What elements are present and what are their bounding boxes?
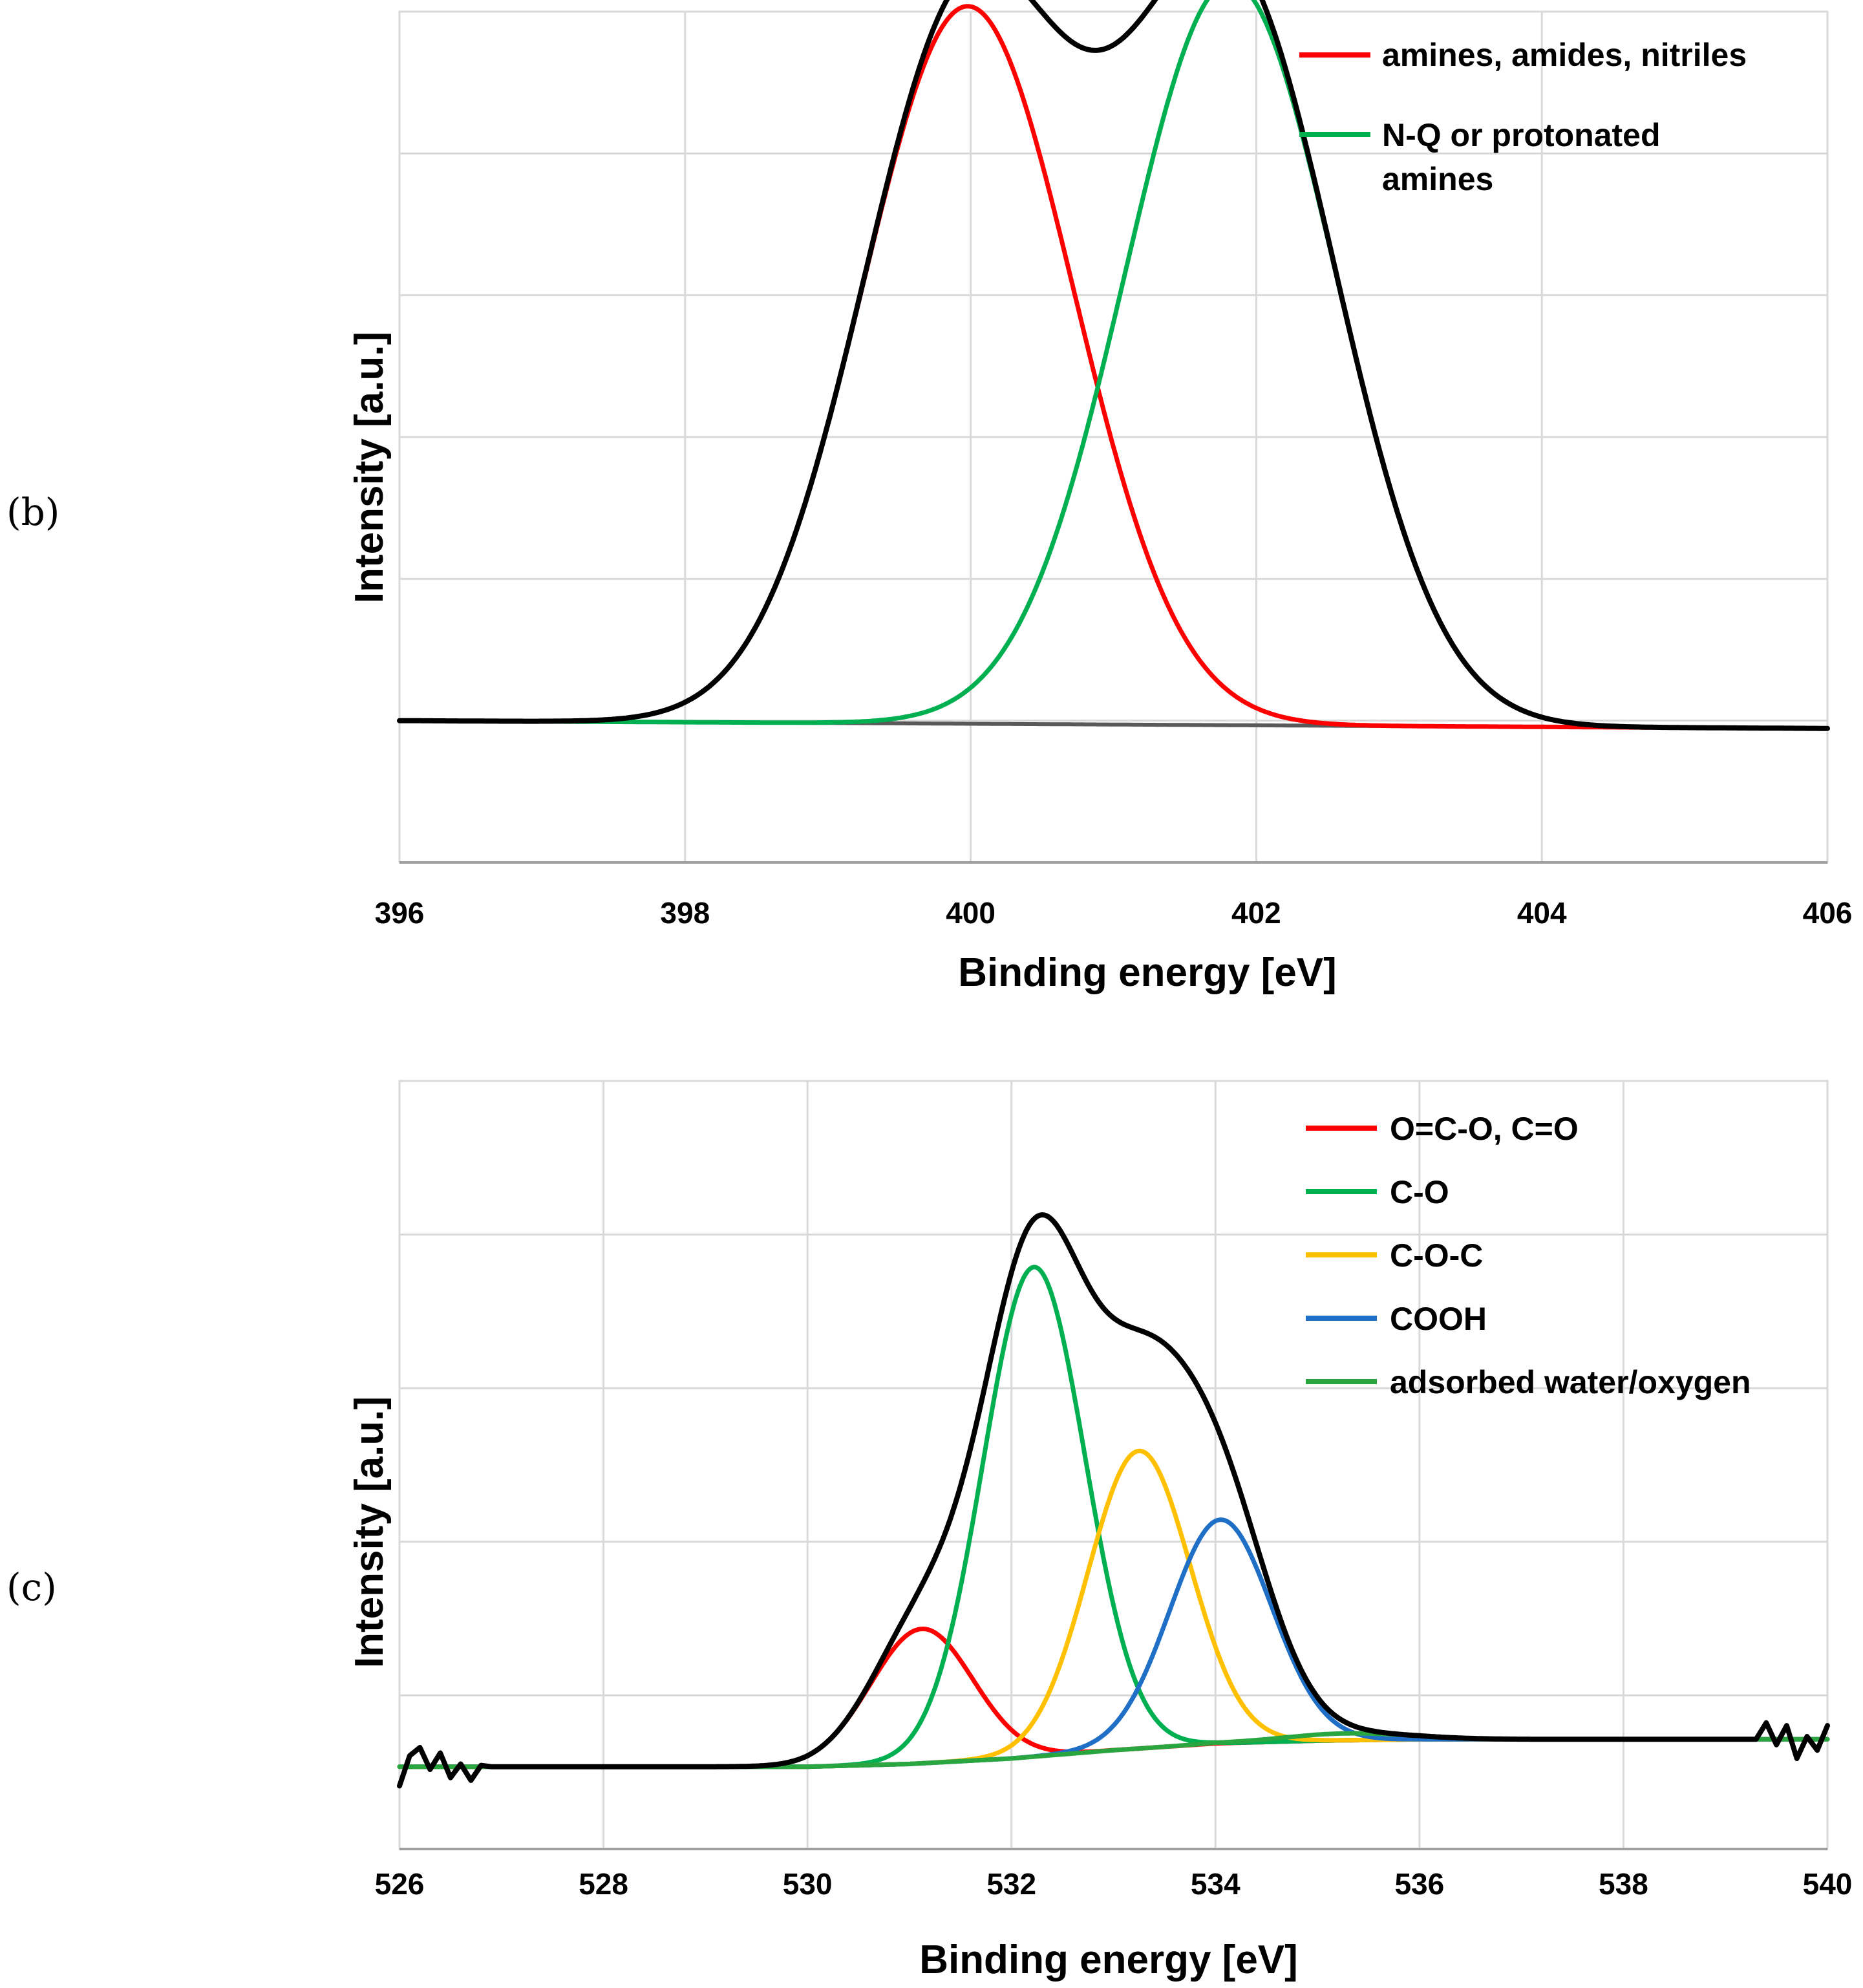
panel-b-x-axis-title: Binding energy [eV]	[958, 950, 1337, 995]
panel-c-x-ticks: 526 528 530 532 534 536 538 540	[375, 1867, 1853, 1901]
panel-b-component-0-line	[397, 4, 1830, 731]
panel-c-plot-frame	[398, 1080, 1829, 1850]
panel-b-component-1-line	[397, 0, 1830, 731]
panel-b-x-tick-label: 404	[1517, 896, 1567, 930]
panel-c-component-1-line	[397, 1265, 1830, 1769]
panel-c-x-tick-label: 534	[1191, 1867, 1240, 1901]
panel-b-legend: amines, amides, nitriles N-Q or protonat…	[1299, 37, 1747, 197]
panel-c-legend-label-cooh: COOH	[1390, 1301, 1487, 1337]
panel-b-legend-label-nq-line1: N-Q or protonated	[1382, 117, 1661, 153]
panel-c-x-tick-label: 540	[1803, 1867, 1853, 1901]
panel-c-legend-label-co: C-O	[1390, 1174, 1449, 1210]
panel-b-label: (b)	[6, 490, 59, 534]
panel-c-x-tick-label: 538	[1599, 1867, 1648, 1901]
panel-c-x-tick-label: 530	[783, 1867, 833, 1901]
panel-c-component-3-line	[397, 1517, 1830, 1769]
panel-c-legend-label-coc: C-O-C	[1390, 1237, 1483, 1274]
panel-c-grid	[399, 1081, 1827, 1849]
panel-c-x-tick-label: 532	[986, 1867, 1036, 1901]
panel-b-chart: (b) 396 398 400 402 404 406 Binding energy [e…	[6, 0, 1852, 995]
panel-c-background-line	[398, 1737, 1829, 1769]
panel-c-label: (c)	[6, 1565, 57, 1609]
panel-b-envelope-line	[397, 0, 1830, 731]
panel-b-y-axis-title: Intensity [a.u.]	[347, 332, 392, 603]
panel-c-legend-label-water: adsorbed water/oxygen	[1390, 1364, 1751, 1400]
panel-c-x-tick-label: 526	[375, 1867, 425, 1901]
panel-b-x-tick-label: 396	[375, 896, 425, 930]
panel-b-x-tick-label: 398	[660, 896, 710, 930]
panel-c-y-axis-title: Intensity [a.u.]	[347, 1396, 392, 1668]
panel-c-chart: (c) 526 528 530 532 534 536 538 540 Binding ene…	[6, 1080, 1853, 1982]
panel-c-component-0-line	[397, 1627, 1830, 1769]
panel-b-legend-label-nq-line2: amines	[1382, 161, 1493, 197]
panel-b-x-tick-label: 400	[946, 896, 995, 930]
panel-c-legend: O=C-O, C=O C-O C-O-C COOH adsorbed water…	[1306, 1111, 1751, 1400]
panel-b-curves	[397, 0, 1830, 731]
panel-c-x-axis-title: Binding energy [eV]	[919, 1938, 1298, 1982]
panel-b-x-tick-label: 402	[1231, 896, 1281, 930]
panel-c-curves	[397, 1212, 1830, 1789]
panel-b-x-ticks: 396 398 400 402 404 406	[375, 896, 1853, 930]
panel-b-x-tick-label: 406	[1803, 896, 1853, 930]
panel-b-legend-label-amines: amines, amides, nitriles	[1382, 37, 1747, 73]
panel-c-x-tick-label: 536	[1394, 1867, 1444, 1901]
panel-c-x-tick-label: 528	[579, 1867, 628, 1901]
panel-c-envelope-line	[397, 1212, 1830, 1789]
panel-c-legend-label-ococ: O=C-O, C=O	[1390, 1111, 1579, 1147]
